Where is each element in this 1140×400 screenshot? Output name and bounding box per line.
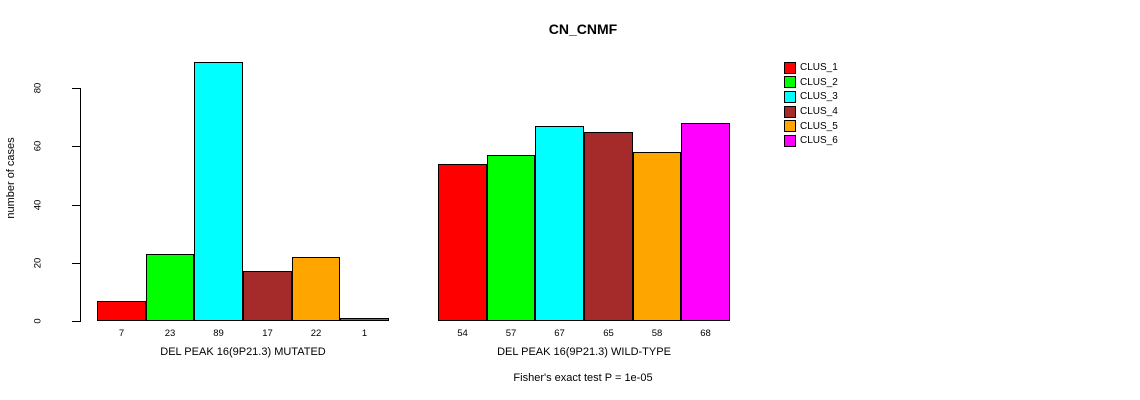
legend-label: CLUS_6 (800, 135, 838, 147)
bar-value-label: 67 (554, 328, 565, 339)
legend-item-clus_3: CLUS_3 (784, 90, 838, 103)
bar-value-label: 23 (164, 328, 176, 339)
bar-clus_6-group1 (340, 318, 389, 321)
bar-clus_4-group1 (243, 271, 292, 321)
legend-label: CLUS_3 (800, 91, 838, 103)
legend-label: CLUS_2 (800, 76, 838, 88)
legend-item-clus_4: CLUS_4 (784, 105, 838, 118)
bar-clus_3-group1 (194, 62, 243, 321)
legend-swatch-icon (784, 90, 796, 103)
legend-swatch-icon (784, 105, 796, 118)
legend-item-clus_6: CLUS_6 (784, 134, 838, 147)
legend-label: CLUS_4 (800, 106, 838, 118)
y-axis-line (80, 88, 81, 322)
y-axis-tick (72, 205, 80, 206)
y-axis-tick-label: 60 (32, 140, 44, 152)
y-axis-tick (72, 263, 80, 264)
y-axis-label: number of cases (5, 137, 17, 219)
bar-clus_5-group1 (292, 257, 340, 321)
bar-clus_2-group2 (487, 155, 535, 321)
legend-item-clus_2: CLUS_2 (784, 76, 838, 89)
legend-swatch-icon (784, 120, 796, 133)
y-axis-tick-label: 80 (32, 82, 44, 94)
bar-clus_6-group2 (681, 123, 730, 321)
group-label: DEL PEAK 16(9P21.3) WILD-TYPE (497, 346, 671, 358)
bar-clus_4-group2 (584, 132, 633, 321)
legend-item-clus_5: CLUS_5 (784, 120, 838, 133)
legend-swatch-icon (784, 134, 796, 147)
bar-value-label: 57 (505, 328, 517, 339)
y-axis-tick-label: 40 (32, 199, 44, 211)
y-axis-tick (72, 146, 80, 147)
chart-title: CN_CNMF (548, 21, 618, 37)
legend-swatch-icon (784, 61, 796, 74)
bar-value-label: 17 (262, 328, 273, 339)
bar-clus_2-group1 (146, 254, 194, 321)
bar-clus_1-group2 (438, 164, 487, 321)
bar-clus_3-group2 (535, 126, 584, 321)
legend-label: CLUS_5 (800, 120, 838, 132)
bar-value-label: 58 (651, 328, 663, 339)
bar-value-label: 1 (361, 328, 368, 339)
legend-swatch-icon (784, 76, 796, 89)
bar-value-label: 54 (457, 328, 468, 339)
legend-label: CLUS_1 (800, 62, 838, 74)
legend: CLUS_1 CLUS_2 CLUS_3 CLUS_4 CLUS_5 CLUS_6 (784, 61, 838, 147)
y-axis-tick (72, 88, 80, 89)
bar-clus_5-group2 (633, 152, 681, 321)
bar-value-label: 68 (700, 328, 711, 339)
bar-clus_1-group1 (97, 301, 146, 321)
group-label: DEL PEAK 16(9P21.3) MUTATED (160, 346, 326, 358)
legend-item-clus_1: CLUS_1 (784, 61, 838, 74)
bar-value-label: 89 (213, 328, 224, 339)
y-axis-tick-label: 0 (32, 318, 44, 324)
y-axis-tick-label: 20 (32, 257, 44, 269)
bar-value-label: 7 (118, 328, 125, 339)
caption: Fisher's exact test P = 1e-05 (513, 372, 653, 384)
bar-value-label: 65 (603, 328, 614, 339)
bar-value-label: 22 (310, 328, 322, 339)
y-axis-tick (72, 321, 80, 322)
